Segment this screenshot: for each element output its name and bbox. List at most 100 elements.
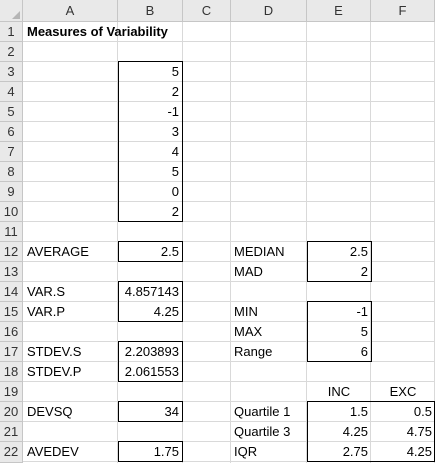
gridline [230, 22, 231, 463]
gridline [23, 341, 435, 342]
label-median[interactable]: MEDIAN [234, 244, 285, 259]
row-header-22[interactable]: 22 [0, 442, 23, 463]
value-quartile3-exc[interactable]: 4.75 [406, 424, 432, 439]
row-header-17[interactable]: 17 [0, 342, 23, 362]
header-inc[interactable]: INC [327, 384, 351, 399]
label-stdev-s[interactable]: STDEV.S [27, 344, 82, 359]
row-header-13[interactable]: 13 [0, 262, 23, 282]
row-header-19[interactable]: 19 [0, 382, 23, 402]
row-header-2[interactable]: 2 [0, 42, 23, 62]
row-header-10[interactable]: 10 [0, 202, 23, 222]
gridline [23, 221, 435, 222]
value-average[interactable]: 2.5 [160, 244, 179, 259]
label-var-p[interactable]: VAR.P [27, 304, 66, 319]
row-header-4[interactable]: 4 [0, 82, 23, 102]
label-max[interactable]: MAX [234, 324, 263, 339]
value-min[interactable]: -1 [356, 304, 368, 319]
column-header-d[interactable]: D [231, 0, 307, 22]
data-cell[interactable]: 0 [171, 184, 179, 199]
sheet-title[interactable]: Measures of Variability [27, 24, 168, 39]
gridline [23, 121, 435, 122]
data-cell[interactable]: -1 [167, 104, 179, 119]
value-stdev-s[interactable]: 2.203893 [124, 344, 179, 359]
value-quartile1-inc[interactable]: 1.5 [349, 404, 368, 419]
gridline [23, 201, 435, 202]
row-header-18[interactable]: 18 [0, 362, 23, 382]
label-mad[interactable]: MAD [234, 264, 263, 279]
gridline [23, 81, 435, 82]
label-stdev-p[interactable]: STDEV.P [27, 364, 82, 379]
row-header-5[interactable]: 5 [0, 102, 23, 122]
row-header-3[interactable]: 3 [0, 62, 23, 82]
row-header-9[interactable]: 9 [0, 182, 23, 202]
gridline [23, 441, 435, 442]
column-header-f[interactable]: F [371, 0, 435, 22]
row-header-8[interactable]: 8 [0, 162, 23, 182]
gridline [306, 22, 307, 463]
data-cell[interactable]: 3 [171, 124, 179, 139]
row-header-21[interactable]: 21 [0, 422, 23, 442]
value-var-s[interactable]: 4.857143 [124, 284, 179, 299]
value-quartile3-inc[interactable]: 4.25 [342, 424, 368, 439]
value-mad[interactable]: 2 [360, 264, 368, 279]
header-exc[interactable]: EXC [389, 384, 417, 399]
column-header-e[interactable]: E [307, 0, 371, 22]
column-header-c[interactable]: C [183, 0, 231, 22]
gridline [23, 401, 435, 402]
row-header-6[interactable]: 6 [0, 122, 23, 142]
value-iqr-inc[interactable]: 2.75 [342, 444, 368, 459]
gridline [23, 141, 435, 142]
gridline [23, 61, 435, 62]
gridline [23, 101, 435, 102]
data-cell[interactable]: 2 [171, 84, 179, 99]
value-max[interactable]: 5 [360, 324, 368, 339]
column-header-a[interactable]: A [23, 0, 118, 22]
gridline [23, 241, 435, 242]
data-cell[interactable]: 2 [171, 204, 179, 219]
gridline [23, 361, 435, 362]
gridline [23, 421, 435, 422]
gridline [117, 22, 118, 463]
value-var-p[interactable]: 4.25 [153, 304, 179, 319]
value-range[interactable]: 6 [360, 344, 368, 359]
label-min[interactable]: MIN [234, 304, 258, 319]
label-iqr[interactable]: IQR [234, 444, 258, 459]
label-quartile3[interactable]: Quartile 3 [234, 424, 291, 439]
value-stdev-p[interactable]: 2.061553 [124, 364, 179, 379]
row-header-7[interactable]: 7 [0, 142, 23, 162]
gridline [23, 261, 435, 262]
gridline [23, 461, 435, 462]
label-var-s[interactable]: VAR.S [27, 284, 66, 299]
gridline [23, 301, 435, 302]
data-cell[interactable]: 5 [171, 164, 179, 179]
label-quartile1[interactable]: Quartile 1 [234, 404, 291, 419]
gridline [23, 161, 435, 162]
value-iqr-exc[interactable]: 4.25 [406, 444, 432, 459]
row-header-16[interactable]: 16 [0, 322, 23, 342]
data-cell[interactable]: 4 [171, 144, 179, 159]
row-header-11[interactable]: 11 [0, 222, 23, 242]
column-header-b[interactable]: B [118, 0, 183, 22]
label-avedev[interactable]: AVEDEV [27, 444, 79, 459]
data-cell[interactable]: 5 [171, 64, 179, 79]
label-devsq[interactable]: DEVSQ [27, 404, 73, 419]
gridline [23, 281, 435, 282]
value-avedev[interactable]: 1.75 [153, 444, 179, 459]
gridline [23, 321, 435, 322]
row-header-14[interactable]: 14 [0, 282, 23, 302]
select-all-corner[interactable] [0, 0, 23, 22]
row-header-12[interactable]: 12 [0, 242, 23, 262]
label-range[interactable]: Range [234, 344, 273, 359]
gridline [23, 181, 435, 182]
gridline [182, 22, 183, 463]
label-average[interactable]: AVERAGE [27, 244, 89, 259]
row-header-20[interactable]: 20 [0, 402, 23, 422]
gridline [370, 22, 371, 463]
value-median[interactable]: 2.5 [349, 244, 368, 259]
gridline [23, 41, 435, 42]
row-header-1[interactable]: 1 [0, 22, 23, 42]
value-quartile1-exc[interactable]: 0.5 [413, 404, 432, 419]
row-header-15[interactable]: 15 [0, 302, 23, 322]
value-devsq[interactable]: 34 [164, 404, 179, 419]
